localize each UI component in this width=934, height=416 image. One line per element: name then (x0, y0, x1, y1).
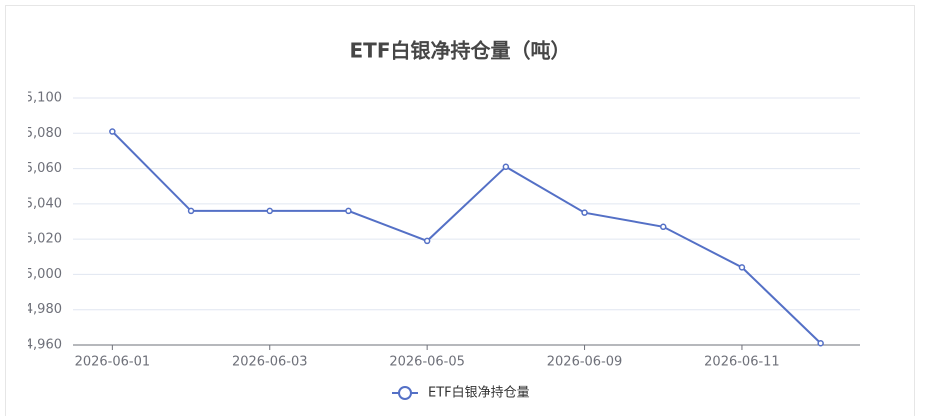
legend-marker (398, 386, 412, 400)
point (345, 207, 352, 215)
x-tick-label: 2026-06-05 (389, 355, 465, 370)
x-tick-label: 2026-06-03 (232, 355, 308, 370)
y-tick-label: 14,960 (17, 338, 63, 353)
legend-label: ETF白银净持仓量 (428, 385, 530, 401)
point (187, 207, 195, 215)
x-tick-label: 2026-06-01 (75, 355, 151, 370)
point (109, 128, 116, 135)
y-tick-label: 15,020 (17, 232, 63, 247)
chart-title: ETF白银净持仓量（吨） (350, 39, 571, 63)
y-tick-label: 15,100 (17, 91, 63, 106)
point (738, 264, 746, 271)
y-tick-label: 15,000 (17, 267, 63, 282)
point (266, 207, 273, 215)
y-tick-label: 14,980 (17, 302, 63, 317)
line (111, 130, 822, 344)
y-axis-labels: 14,960 14,980 15,000 15,020 15,040 15,060 15,0… (17, 91, 63, 353)
point (817, 339, 824, 347)
point (502, 163, 510, 171)
y-tick-label: 15,060 (17, 161, 63, 176)
x-tick-label: 2026-06-11 (704, 355, 780, 370)
point (581, 209, 588, 216)
y-tick-label: 15,080 (17, 126, 63, 141)
y-tick-label: 15,040 (17, 196, 63, 211)
point (423, 237, 431, 245)
point (660, 223, 667, 231)
x-tick-label: 2026-06-09 (547, 355, 623, 370)
